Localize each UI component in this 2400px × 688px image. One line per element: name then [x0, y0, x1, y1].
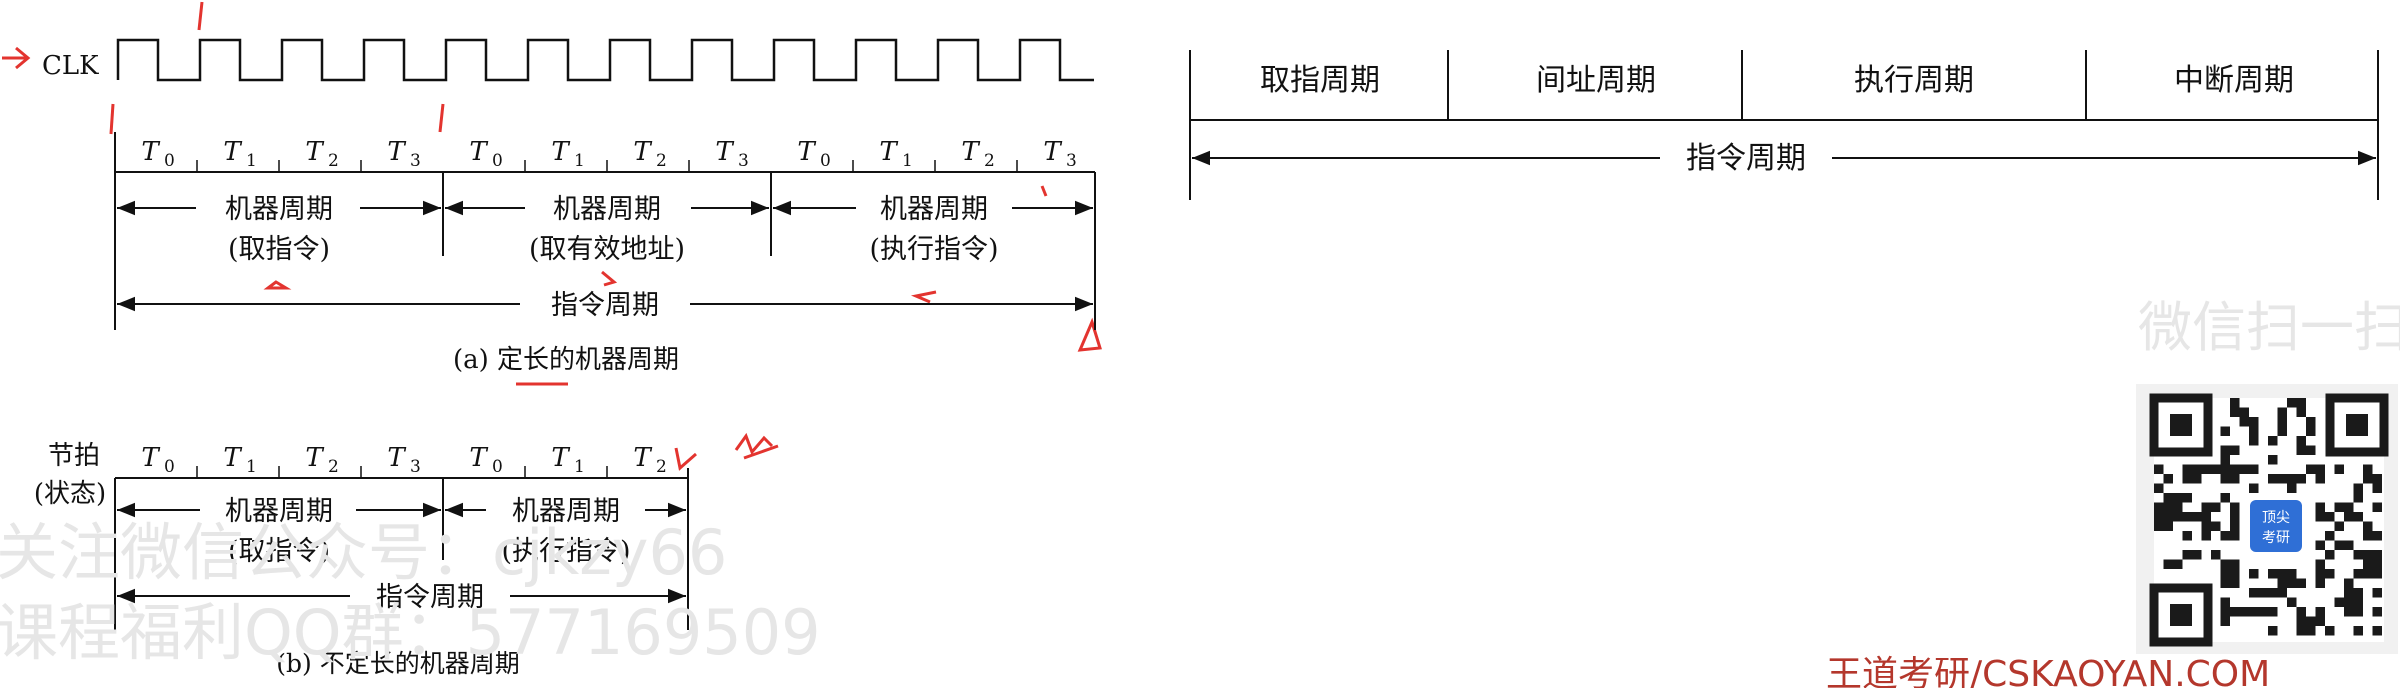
- beat-label: T: [223, 137, 242, 167]
- phase-fetch-instruction: (取指令): [228, 234, 330, 265]
- beat-subscript: 2: [656, 457, 667, 477]
- watermark-wechat-account: 关注微信公众号：cjkzy66: [0, 516, 727, 589]
- machine-cycle-label-1: 机器周期: [225, 194, 333, 225]
- beat-label: T: [961, 137, 980, 167]
- beat-label: T: [633, 137, 652, 167]
- beat-subscript: 0: [164, 457, 175, 477]
- beat-subscript: 3: [410, 457, 421, 477]
- cycle-fetch: 取指周期: [1260, 63, 1380, 98]
- machine-cycle-label-3: 机器周期: [880, 194, 988, 225]
- beat-subscript: 1: [246, 151, 257, 171]
- beat-subscript: 3: [410, 151, 421, 171]
- diagram-c-instruction-cycle-phases: 取指周期 间址周期 执行周期 中断周期 指令周期: [1189, 50, 2379, 200]
- beat-label: T: [469, 137, 488, 167]
- beat-label: T: [305, 137, 324, 167]
- beat-label: T: [387, 443, 406, 473]
- phase-execute-instruction: (执行指令): [869, 234, 998, 265]
- footer-site-logo: 王道考研/CSKAOYAN.COM: [1826, 654, 2270, 688]
- machine-cycle-label-b2: 机器周期: [512, 496, 620, 527]
- beat-label: T: [469, 443, 488, 473]
- beat-subscript: 0: [492, 457, 503, 477]
- beat-label: T: [223, 443, 242, 473]
- clk-label: CLK: [42, 51, 99, 81]
- beat-label: T: [633, 443, 652, 473]
- clk-waveform: [116, 38, 1094, 82]
- machine-cycle-label-2: 机器周期: [553, 194, 661, 225]
- beat-subscript: 3: [1066, 151, 1077, 171]
- qr-code-image: 顶尖 考研: [2136, 384, 2398, 654]
- beat-label: T: [305, 443, 324, 473]
- beat-dividers: [196, 160, 1018, 172]
- beat-subscript: 1: [902, 151, 913, 171]
- beat-subscript: 3: [738, 151, 749, 171]
- qr-badge-line-2: 考研: [2262, 530, 2290, 546]
- beat-label: T: [141, 137, 160, 167]
- phase-execute-instruction-b: (执行指令): [501, 536, 630, 567]
- instruction-cycle-label-a: 指令周期: [551, 290, 659, 321]
- watermark-scan-prompt: 微信扫一扫: [2138, 296, 2400, 359]
- beat-label: T: [141, 443, 160, 473]
- beat-label: T: [797, 137, 816, 167]
- beat-label: T: [551, 443, 570, 473]
- beat-subscript: 1: [246, 457, 257, 477]
- caption-b: (b) 不定长的机器周期: [276, 649, 519, 678]
- red-handwritten-marks-b: [674, 432, 779, 471]
- beat-label: T: [551, 137, 570, 167]
- beat-subscript: 0: [492, 151, 503, 171]
- beat-label: T: [387, 137, 406, 167]
- phase-fetch-instruction-b: (取指令): [228, 536, 330, 567]
- cycle-execute: 执行周期: [1854, 63, 1974, 98]
- instruction-cycle-label-c: 指令周期: [1686, 141, 1806, 176]
- beat-subscript: 2: [984, 151, 995, 171]
- qr-badge-line-1: 顶尖: [2262, 510, 2290, 526]
- watermarks: 关注微信公众号：cjkzy66 课程福利QQ群：577169509 微信扫一扫 …: [0, 296, 2400, 688]
- red-handwritten-marks: [109, 1, 1102, 386]
- beat-label: T: [715, 137, 734, 167]
- beat-subscript: 1: [574, 457, 585, 477]
- beat-subscript: 2: [328, 151, 339, 171]
- row-label-state: (状态): [34, 479, 106, 509]
- red-arrow-annotation: [2, 46, 31, 70]
- beat-subscript: 1: [574, 151, 585, 171]
- cycle-indirect: 间址周期: [1536, 63, 1656, 98]
- beat-label: T: [1043, 137, 1062, 167]
- row-label-beat: 节拍: [48, 441, 100, 471]
- beat-label: T: [879, 137, 898, 167]
- instruction-cycle-label-b: 指令周期: [376, 582, 484, 613]
- caption-a: (a) 定长的机器周期: [453, 345, 679, 375]
- beat-subscript: 2: [328, 457, 339, 477]
- beat-subscript: 0: [164, 151, 175, 171]
- beat-subscript: 2: [656, 151, 667, 171]
- watermark-qq-group: 课程福利QQ群：577169509: [0, 596, 821, 669]
- phase-fetch-effective-address: (取有效地址): [529, 234, 685, 265]
- cycle-interrupt: 中断周期: [2174, 63, 2294, 98]
- machine-cycle-label-b1: 机器周期: [225, 496, 333, 527]
- beat-subscript: 0: [820, 151, 831, 171]
